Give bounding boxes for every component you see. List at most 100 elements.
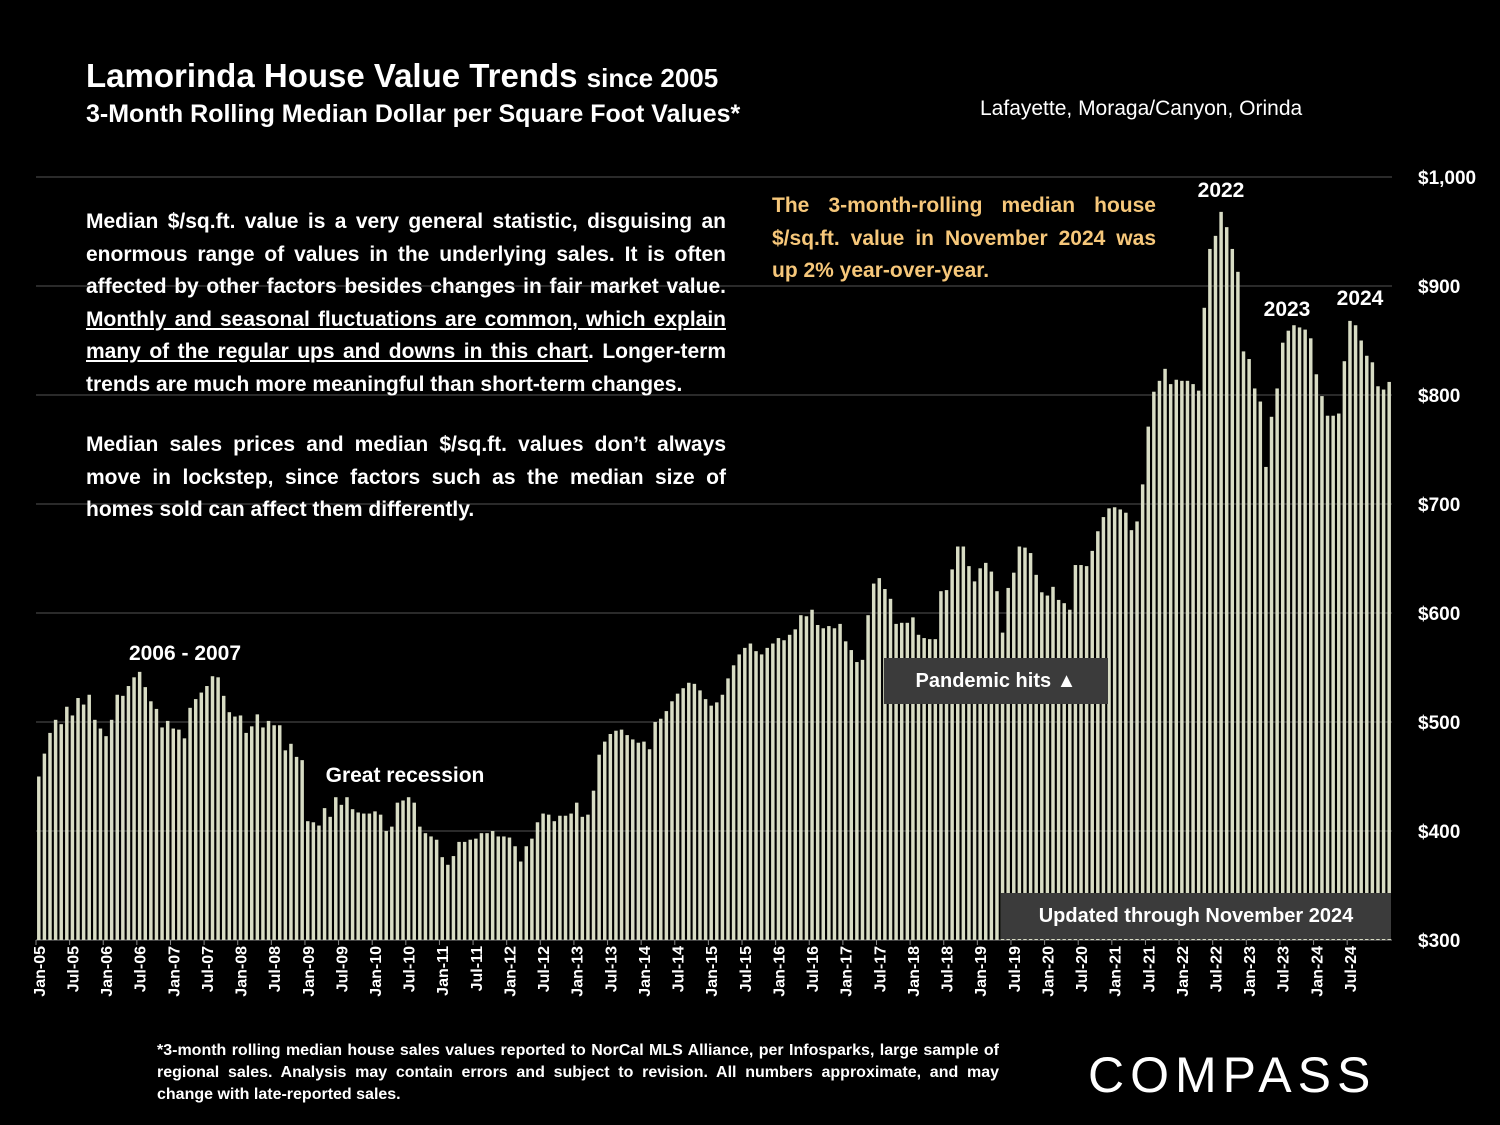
title-suffix: since 2005 bbox=[586, 63, 719, 93]
y-tick-label: $300 bbox=[1418, 931, 1460, 952]
bar bbox=[59, 724, 63, 940]
bar bbox=[1376, 386, 1380, 940]
bar bbox=[670, 701, 674, 940]
bar bbox=[378, 814, 383, 940]
bar bbox=[771, 643, 775, 940]
bar bbox=[53, 719, 58, 940]
bar bbox=[933, 639, 938, 940]
bar bbox=[317, 825, 321, 940]
bar bbox=[423, 833, 428, 940]
bar bbox=[984, 562, 988, 940]
bar bbox=[48, 732, 52, 940]
bar bbox=[137, 671, 142, 940]
title-block: Lamorinda House Value Trends since 2005 … bbox=[86, 56, 740, 130]
bar bbox=[1331, 415, 1335, 941]
bar bbox=[334, 797, 338, 940]
bar bbox=[485, 833, 489, 940]
bar bbox=[849, 650, 854, 940]
bar bbox=[171, 728, 176, 940]
bar bbox=[1185, 380, 1190, 941]
x-tick-label: Jan-17 bbox=[839, 946, 856, 997]
bar bbox=[541, 813, 545, 940]
annotation-label: Great recession bbox=[326, 764, 485, 787]
bar bbox=[877, 578, 882, 940]
bar bbox=[927, 639, 932, 940]
x-tick-label: Jan-08 bbox=[234, 946, 251, 997]
bar bbox=[1023, 547, 1027, 940]
bar bbox=[899, 622, 904, 940]
bar bbox=[98, 728, 103, 940]
bar bbox=[188, 707, 192, 940]
desc-p1-start: Median $/sq.ft. value is a very general … bbox=[86, 210, 726, 298]
bar bbox=[244, 732, 248, 940]
bar bbox=[362, 813, 366, 940]
x-tick-label: Jul-10 bbox=[402, 946, 419, 992]
x-tick-label: Jan-13 bbox=[570, 946, 587, 997]
x-tick-label: Jan-19 bbox=[973, 946, 990, 997]
bar bbox=[647, 749, 652, 940]
bar bbox=[1337, 413, 1341, 940]
bar bbox=[104, 736, 108, 940]
bar bbox=[1152, 391, 1156, 941]
bar bbox=[1040, 592, 1044, 940]
bar bbox=[715, 702, 719, 940]
bar bbox=[1124, 512, 1128, 940]
pandemic-label: Pandemic hits ▲ bbox=[884, 658, 1108, 704]
bar bbox=[1196, 390, 1201, 940]
bar bbox=[1224, 227, 1229, 940]
bar bbox=[1079, 565, 1083, 940]
bar bbox=[1275, 388, 1279, 941]
bar bbox=[866, 615, 870, 940]
bar bbox=[373, 811, 377, 940]
annotations: 2006 - 2007 Great recession 2022 2023 2024 bbox=[129, 179, 1384, 787]
bar bbox=[972, 581, 977, 940]
bar bbox=[1247, 359, 1251, 940]
y-tick-label: $900 bbox=[1418, 277, 1460, 298]
bar bbox=[1264, 466, 1268, 940]
bar bbox=[1101, 517, 1106, 940]
x-tick-label: Jan-22 bbox=[1175, 946, 1192, 997]
bar bbox=[1191, 384, 1195, 941]
x-axis-labels: Jan-05 Jul-05 Jan-06 Jul-06 Jan-07 Jul-07 Jan-… bbox=[32, 940, 1360, 997]
bar bbox=[306, 821, 310, 940]
bar bbox=[143, 687, 147, 940]
bar bbox=[1325, 415, 1330, 941]
x-tick-label: Jul-07 bbox=[200, 946, 217, 992]
bar bbox=[703, 699, 708, 940]
x-tick-label: Jul-15 bbox=[738, 946, 755, 992]
bar bbox=[1107, 508, 1111, 940]
bar bbox=[345, 797, 349, 940]
bar bbox=[1303, 329, 1307, 941]
bar bbox=[434, 839, 439, 940]
bar bbox=[233, 716, 237, 940]
bar bbox=[894, 623, 898, 940]
bar bbox=[390, 826, 394, 940]
bars bbox=[37, 211, 1391, 941]
bar bbox=[1006, 587, 1010, 940]
bar bbox=[42, 753, 47, 940]
x-tick-label: Jan-11 bbox=[435, 946, 452, 996]
bar bbox=[474, 838, 478, 940]
bar bbox=[1163, 368, 1167, 941]
bar bbox=[687, 682, 691, 940]
bar bbox=[1314, 374, 1319, 940]
bar bbox=[289, 743, 293, 940]
bar bbox=[109, 719, 114, 940]
x-tick-label: Jul-05 bbox=[65, 946, 82, 992]
bar bbox=[278, 725, 282, 940]
bar bbox=[1359, 340, 1363, 940]
bar bbox=[883, 589, 887, 940]
bar bbox=[709, 705, 713, 940]
bar bbox=[479, 833, 484, 940]
bar bbox=[356, 812, 360, 940]
bar bbox=[956, 546, 960, 940]
bar bbox=[182, 738, 187, 940]
bar bbox=[339, 804, 344, 940]
bar bbox=[367, 813, 372, 940]
y-axis-labels: $300 $400 $500 $600 $700 $800 $900 $1,000 bbox=[1418, 168, 1476, 952]
bar bbox=[855, 662, 859, 940]
bar bbox=[87, 694, 91, 940]
bar bbox=[793, 629, 797, 940]
bar bbox=[468, 839, 472, 940]
bar bbox=[1219, 211, 1223, 940]
